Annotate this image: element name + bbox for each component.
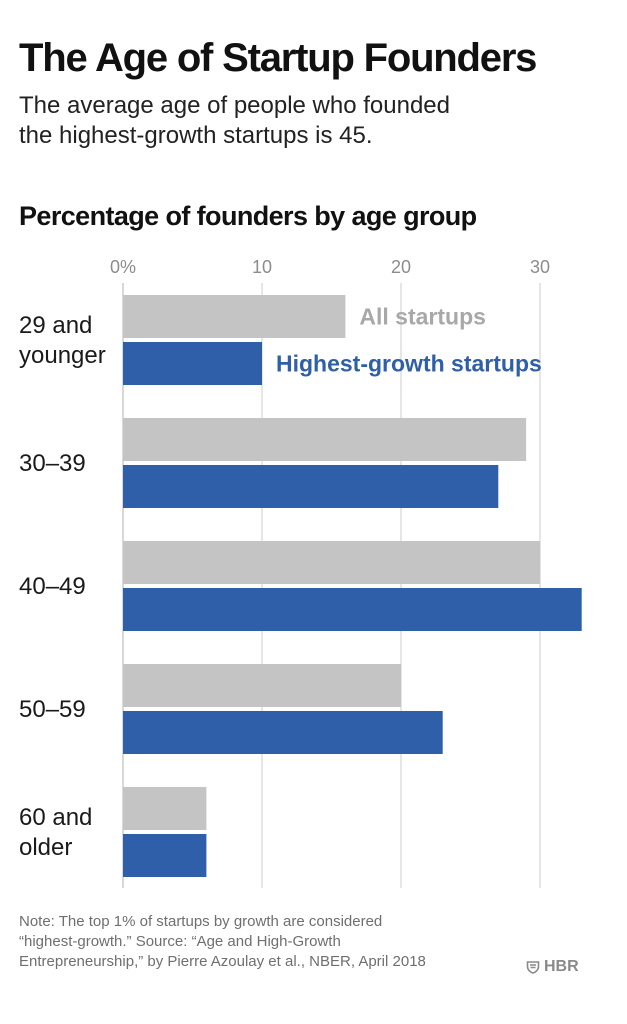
bar-all-3 — [123, 664, 401, 707]
category-label-1: 30–39 — [19, 450, 86, 477]
category-label-2: 40–49 — [19, 573, 86, 600]
hbr-logo: HBR — [526, 958, 579, 976]
note-line-2: “highest-growth.” Source: “Age and High-… — [19, 933, 341, 950]
bar-all-2 — [123, 541, 540, 584]
category-label-0-line-1: younger — [19, 342, 106, 369]
tick-label-10: 10 — [252, 257, 272, 277]
category-label-0-line-0: 29 and — [19, 312, 92, 339]
category-label-4-line-1: older — [19, 834, 72, 861]
page-title: The Age of Startup Founders — [19, 36, 537, 80]
note-line-3: Entrepreneurship,” by Pierre Azoulay et … — [19, 953, 426, 970]
bar-highest-4 — [123, 834, 207, 877]
bar-highest-3 — [123, 711, 443, 754]
legend-label-highest-growth: Highest-growth startups — [276, 351, 542, 377]
bar-chart: 0% 10 20 30 29 and younger 30–39 40–49 50–59 60 a… — [19, 257, 582, 888]
chart-title: Percentage of founders by age group — [19, 201, 477, 231]
hbr-logo-text: HBR — [544, 958, 579, 975]
bar-highest-0 — [123, 342, 262, 385]
tick-label-0: 0% — [110, 257, 136, 277]
subtitle-line-2: the highest-growth startups is 45. — [19, 122, 373, 149]
subtitle-line-1: The average age of people who founded — [19, 92, 451, 119]
note-line-1: Note: The top 1% of startups by growth a… — [19, 913, 383, 930]
bar-all-1 — [123, 418, 527, 461]
hbr-shield-icon — [526, 961, 540, 974]
category-label-3: 50–59 — [19, 696, 86, 723]
legend-label-all-startups: All startups — [359, 304, 486, 330]
source-note: Note: The top 1% of startups by growth a… — [19, 912, 499, 972]
tick-label-30: 30 — [530, 257, 550, 277]
bar-all-0 — [123, 295, 346, 338]
bar-all-4 — [123, 787, 207, 830]
bar-highest-2 — [123, 588, 582, 631]
tick-label-20: 20 — [391, 257, 411, 277]
bar-highest-1 — [123, 465, 499, 508]
category-label-4-line-0: 60 and — [19, 804, 92, 831]
